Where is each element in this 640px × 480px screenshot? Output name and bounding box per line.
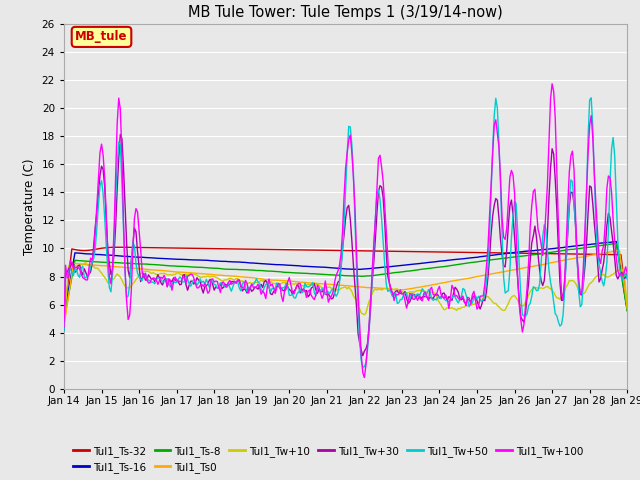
Tul1_Tw+50	[401, 290, 409, 296]
Tul1_Tw+10	[60, 324, 68, 330]
Tul1_Ts0	[412, 285, 420, 290]
Tul1_Ts-16	[381, 264, 388, 270]
Line: Tul1_Ts-16: Tul1_Ts-16	[64, 241, 627, 316]
Legend: Tul1_Ts-32, Tul1_Ts-16, Tul1_Ts-8, Tul1_Ts0, Tul1_Tw+10, Tul1_Tw+30, Tul1_Tw+50,: Tul1_Ts-32, Tul1_Ts-16, Tul1_Ts-8, Tul1_…	[69, 442, 588, 477]
Tul1_Ts-8	[399, 269, 407, 275]
Line: Tul1_Tw+100: Tul1_Tw+100	[64, 84, 627, 378]
Tul1_Tw+10	[166, 272, 174, 277]
Tul1_Ts-16	[554, 245, 562, 251]
Tul1_Ts-32	[413, 249, 421, 254]
Tul1_Tw+50	[556, 323, 564, 329]
Tul1_Ts0	[381, 286, 388, 291]
Tul1_Ts0	[60, 323, 68, 329]
Tul1_Tw+100	[60, 324, 68, 330]
Text: MB_tule: MB_tule	[76, 30, 128, 43]
Tul1_Ts-16	[412, 261, 420, 267]
Tul1_Tw+10	[76, 263, 83, 268]
Tul1_Tw+50	[60, 328, 68, 334]
Tul1_Tw+50	[383, 281, 390, 287]
Tul1_Tw+100	[401, 298, 409, 304]
Tul1_Ts-8	[381, 271, 388, 277]
Tul1_Ts0	[554, 258, 562, 264]
Tul1_Tw+10	[401, 289, 409, 295]
Tul1_Ts-16	[60, 313, 68, 319]
Tul1_Ts-32	[383, 248, 390, 254]
Tul1_Ts-32	[401, 249, 409, 254]
Tul1_Tw+30	[557, 298, 565, 303]
Tul1_Ts-32	[623, 305, 631, 311]
Tul1_Tw+10	[413, 288, 421, 293]
Tul1_Ts0	[76, 261, 83, 267]
Tul1_Ts0	[616, 247, 623, 253]
Tul1_Ts-16	[76, 250, 83, 256]
Tul1_Ts-32	[76, 247, 83, 253]
Tul1_Tw+30	[359, 353, 367, 359]
Tul1_Tw+100	[548, 81, 556, 87]
Line: Tul1_Ts0: Tul1_Ts0	[64, 250, 627, 326]
Tul1_Ts-32	[60, 315, 68, 321]
Tul1_Tw+30	[116, 132, 124, 137]
Line: Tul1_Ts-8: Tul1_Ts-8	[64, 244, 627, 320]
Tul1_Ts-32	[556, 251, 564, 257]
Tul1_Tw+50	[413, 291, 421, 297]
Tul1_Tw+50	[359, 365, 367, 371]
Tul1_Ts-16	[612, 239, 620, 244]
Line: Tul1_Tw+30: Tul1_Tw+30	[64, 134, 627, 356]
Tul1_Tw+30	[60, 327, 68, 333]
Line: Tul1_Tw+50: Tul1_Tw+50	[64, 98, 627, 368]
Tul1_Tw+30	[415, 291, 423, 297]
Tul1_Tw+100	[623, 270, 631, 276]
Tul1_Ts-8	[60, 317, 68, 323]
Tul1_Tw+10	[623, 306, 631, 312]
Line: Tul1_Tw+10: Tul1_Tw+10	[64, 263, 627, 327]
Tul1_Tw+100	[413, 298, 421, 303]
Tul1_Ts-8	[623, 308, 631, 314]
Tul1_Ts-8	[612, 241, 620, 247]
Tul1_Tw+30	[166, 277, 174, 283]
Tul1_Tw+10	[82, 260, 90, 265]
Tul1_Ts-8	[76, 258, 83, 264]
Tul1_Tw+30	[384, 274, 392, 279]
Tul1_Tw+100	[76, 266, 83, 272]
Tul1_Tw+10	[383, 285, 390, 291]
Tul1_Ts-32	[166, 245, 174, 251]
Tul1_Ts-8	[412, 267, 420, 273]
Tul1_Tw+30	[623, 270, 631, 276]
Tul1_Tw+50	[623, 276, 631, 282]
Tul1_Tw+50	[165, 280, 173, 286]
Tul1_Ts-16	[399, 262, 407, 268]
Tul1_Ts-16	[623, 307, 631, 313]
Tul1_Tw+100	[383, 228, 390, 234]
Tul1_Tw+30	[76, 262, 83, 268]
Y-axis label: Temperature (C): Temperature (C)	[23, 158, 36, 255]
Tul1_Tw+50	[76, 275, 83, 280]
Line: Tul1_Ts-32: Tul1_Ts-32	[64, 247, 627, 318]
Tul1_Tw+100	[557, 289, 565, 295]
Tul1_Tw+10	[556, 296, 564, 302]
Tul1_Ts0	[165, 268, 173, 274]
Tul1_Ts0	[623, 305, 631, 311]
Tul1_Ts-16	[165, 256, 173, 262]
Tul1_Ts0	[399, 287, 407, 293]
Tul1_Tw+100	[165, 276, 173, 282]
Tul1_Tw+30	[403, 296, 410, 301]
Tul1_Ts-8	[554, 248, 562, 254]
Tul1_Tw+50	[588, 95, 595, 101]
Tul1_Tw+100	[360, 375, 368, 381]
Title: MB Tule Tower: Tule Temps 1 (3/19/14-now): MB Tule Tower: Tule Temps 1 (3/19/14-now…	[188, 5, 503, 20]
Tul1_Ts-32	[115, 244, 123, 250]
Tul1_Ts-8	[165, 263, 173, 269]
